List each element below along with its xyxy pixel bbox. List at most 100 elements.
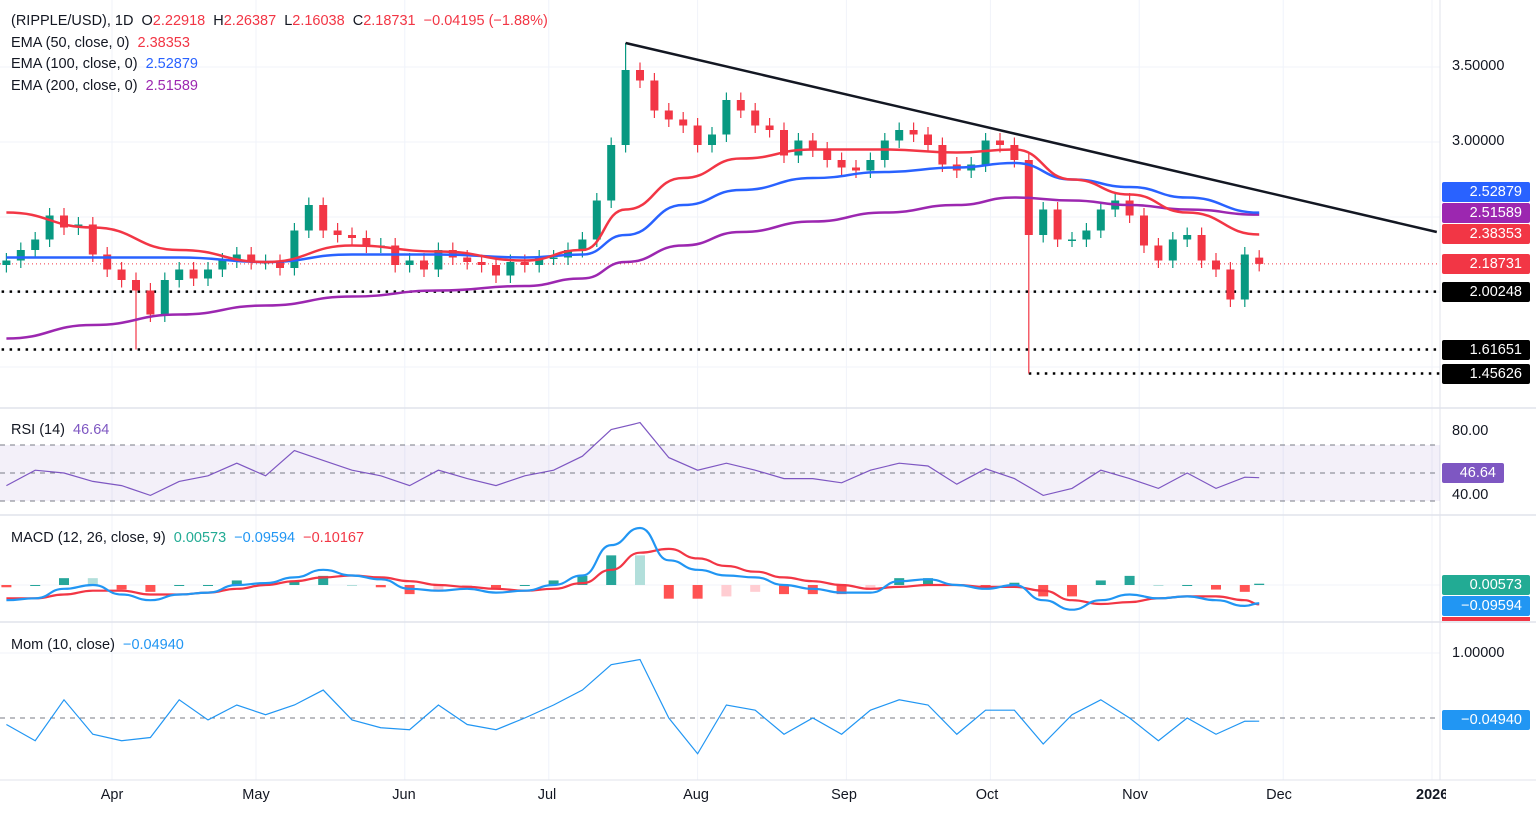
ema200-price-tag: 2.51589 — [1442, 203, 1530, 223]
candle-body — [492, 265, 500, 276]
date-tick: Oct — [975, 787, 999, 803]
candle-body — [232, 254, 241, 261]
macd-histogram-bar — [692, 585, 703, 599]
rsi-legend[interactable]: RSI (14) 46.64 — [11, 422, 113, 438]
rsi-tag: 46.64 — [1442, 463, 1504, 483]
macd-signal-value: −0.10167 — [303, 530, 365, 546]
macd-histogram-bar — [1254, 583, 1265, 585]
candle-body — [938, 145, 947, 165]
date-tick: Aug — [683, 787, 709, 803]
candle-body — [621, 70, 630, 145]
candle-body — [146, 290, 155, 315]
candle-body — [45, 215, 54, 240]
macd-histogram-bar — [433, 585, 444, 592]
mom-value: −0.04940 — [122, 637, 184, 653]
candle-body — [1212, 260, 1220, 270]
close-prefix: C — [352, 13, 364, 29]
candle-body — [1168, 239, 1177, 261]
candle-body — [175, 269, 184, 280]
candle-body — [808, 140, 817, 150]
macd-histogram-bar — [577, 575, 588, 585]
candle-body — [60, 215, 68, 228]
ema50-price-tag: 2.38353 — [1442, 224, 1530, 244]
candle-body — [852, 167, 860, 171]
mom-tick: 1.00000 — [1452, 645, 1505, 661]
date-tick: Jul — [537, 787, 557, 803]
ema50-label: EMA (50, close, 0) — [11, 35, 130, 51]
macd-histogram-bar — [865, 585, 876, 590]
mom-tag: −0.04940 — [1442, 710, 1530, 730]
candle-body — [909, 130, 918, 135]
candle-body — [405, 260, 414, 265]
ema100-label: EMA (100, close, 0) — [11, 56, 138, 72]
candle-body — [794, 140, 803, 156]
macd-histogram-bar — [491, 585, 501, 590]
rsi-value: 46.64 — [73, 422, 110, 438]
level-tag: 2.00248 — [1442, 282, 1530, 302]
candle-body — [679, 119, 688, 126]
ema50-value: 2.38353 — [137, 35, 190, 51]
level-tag: 1.61651 — [1442, 340, 1530, 360]
candle-body — [895, 130, 904, 141]
close-value: 2.18731 — [363, 13, 416, 29]
ema200-label: EMA (200, close, 0) — [11, 78, 138, 94]
macd-histogram-bar — [836, 585, 847, 595]
candle-body — [2, 260, 11, 265]
mom-legend[interactable]: Mom (10, close) −0.04940 — [11, 637, 188, 653]
rsi-label: RSI (14) — [11, 422, 65, 438]
macd-histogram-bar — [779, 585, 789, 595]
ema100-legend[interactable]: EMA (100, close, 0) 2.52879 — [11, 56, 202, 72]
candle-body — [477, 262, 486, 265]
macd-histogram-bar — [1067, 585, 1077, 597]
date-tick: May — [242, 787, 270, 803]
ema50-legend[interactable]: EMA (50, close, 0) 2.38353 — [11, 35, 194, 51]
candle-body — [1082, 230, 1091, 240]
macd-histogram-bar — [375, 585, 386, 588]
macd-histogram-bar — [1239, 585, 1250, 592]
level-tag: 1.45626 — [1442, 364, 1530, 384]
ema100-line — [6, 161, 1260, 264]
trendline — [625, 41, 1438, 234]
macd-histogram-bar — [318, 575, 329, 585]
macd-hist-tag: 0.00573 — [1442, 575, 1530, 595]
candle-body — [736, 100, 745, 111]
macd-histogram-bar — [1211, 585, 1221, 590]
candle-body — [348, 235, 356, 238]
candle-body — [578, 239, 587, 250]
rsi-tick: 80.00 — [1452, 423, 1489, 439]
macd-histogram-bar — [1124, 575, 1135, 585]
date-tick: Apr — [100, 787, 124, 803]
date-tick: Jun — [392, 787, 416, 803]
macd-histogram-bar — [289, 580, 300, 585]
candle-body — [996, 140, 1004, 145]
candle-body — [549, 257, 558, 259]
candle-body — [1154, 245, 1163, 261]
low-label: L2.16038 — [284, 13, 345, 29]
open-value: 2.22918 — [152, 13, 206, 29]
candle-body — [103, 254, 112, 270]
candle-body — [751, 110, 760, 126]
signal-tag — [1442, 617, 1530, 621]
candle-body — [535, 257, 544, 265]
open-prefix: O — [141, 13, 153, 29]
candle-body — [189, 269, 198, 279]
candle-body — [218, 260, 227, 270]
candle-body — [1255, 257, 1264, 264]
macd-hist-value: 0.00573 — [173, 530, 227, 546]
macd-histogram-bar — [721, 585, 732, 597]
high-value: 2.26387 — [223, 13, 277, 29]
ema200-legend[interactable]: EMA (200, close, 0) 2.51589 — [11, 78, 202, 94]
candle-body — [276, 262, 284, 268]
macd-histogram-bar — [1182, 585, 1193, 586]
candle-body — [520, 262, 529, 265]
candle-body — [823, 149, 832, 160]
rsi-tick: 40.00 — [1452, 487, 1489, 503]
close-label: C2.18731 — [353, 13, 416, 29]
macd-legend[interactable]: MACD (12, 26, close, 9) 0.00573 −0.09594… — [11, 530, 368, 546]
high-label: H2.26387 — [213, 13, 276, 29]
ema200-line — [6, 196, 1260, 340]
candle-body — [708, 134, 716, 145]
ema100-price-tag: 2.52879 — [1442, 182, 1530, 202]
macd-tag: −0.09594 — [1442, 596, 1530, 616]
